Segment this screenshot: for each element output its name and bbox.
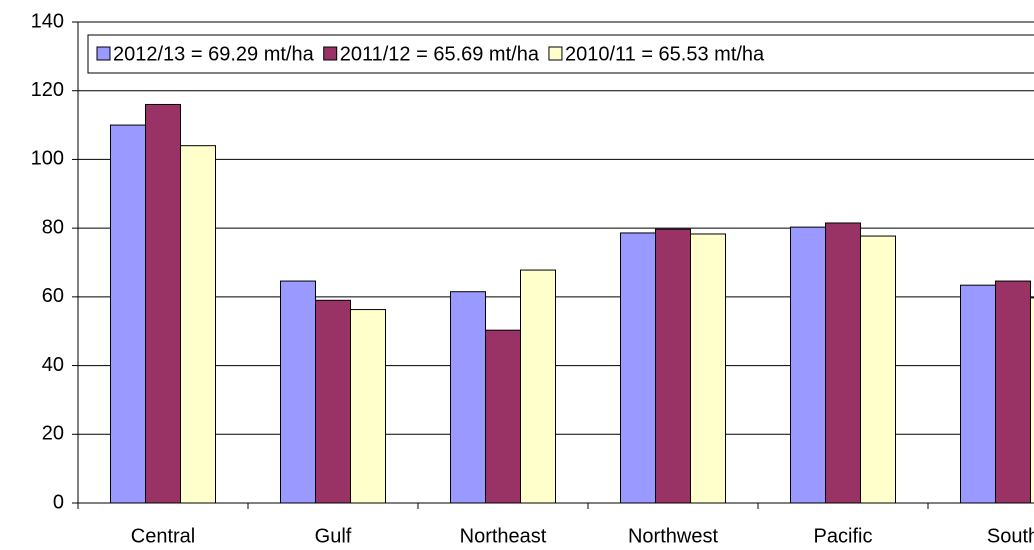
bar — [995, 280, 1031, 504]
y-tick-label: 40 — [42, 354, 64, 376]
bar — [825, 222, 861, 504]
bar — [655, 228, 691, 504]
y-tick-label: 20 — [42, 423, 64, 445]
bar — [1030, 297, 1034, 504]
x-tick-label: South — [987, 525, 1034, 547]
x-tick-label: Central — [131, 525, 195, 547]
y-tick-label: 140 — [31, 10, 64, 32]
y-tick-label: 60 — [42, 285, 64, 307]
y-tick-label: 80 — [42, 216, 64, 238]
x-tick-label: Gulf — [315, 525, 352, 547]
bar — [350, 309, 386, 504]
legend-label: 2010/11 = 65.53 mt/ha — [565, 43, 765, 65]
bar — [280, 280, 316, 504]
bar — [790, 226, 826, 504]
y-tick-label: 0 — [53, 491, 64, 513]
bar — [960, 284, 996, 504]
legend-swatch — [96, 46, 111, 61]
bar — [860, 235, 896, 504]
x-tick-label: Pacific — [814, 525, 873, 547]
x-tick-label: Northeast — [460, 525, 547, 547]
y-tick-label: 100 — [31, 148, 64, 170]
legend-swatch — [548, 46, 563, 61]
bar — [520, 269, 556, 504]
bar — [180, 145, 216, 504]
bar — [690, 233, 726, 504]
bar — [620, 232, 656, 504]
legend-label: 2011/12 = 65.69 mt/ha — [340, 43, 540, 65]
legend-label: 2012/13 = 69.29 mt/ha — [113, 43, 315, 65]
bar — [450, 291, 486, 504]
x-tick-label: Northwest — [628, 525, 718, 547]
bar — [110, 124, 146, 504]
y-tick-label: 120 — [31, 79, 64, 101]
legend-swatch — [323, 46, 338, 61]
bar — [145, 103, 181, 504]
bar — [485, 329, 521, 504]
bar — [315, 299, 351, 504]
